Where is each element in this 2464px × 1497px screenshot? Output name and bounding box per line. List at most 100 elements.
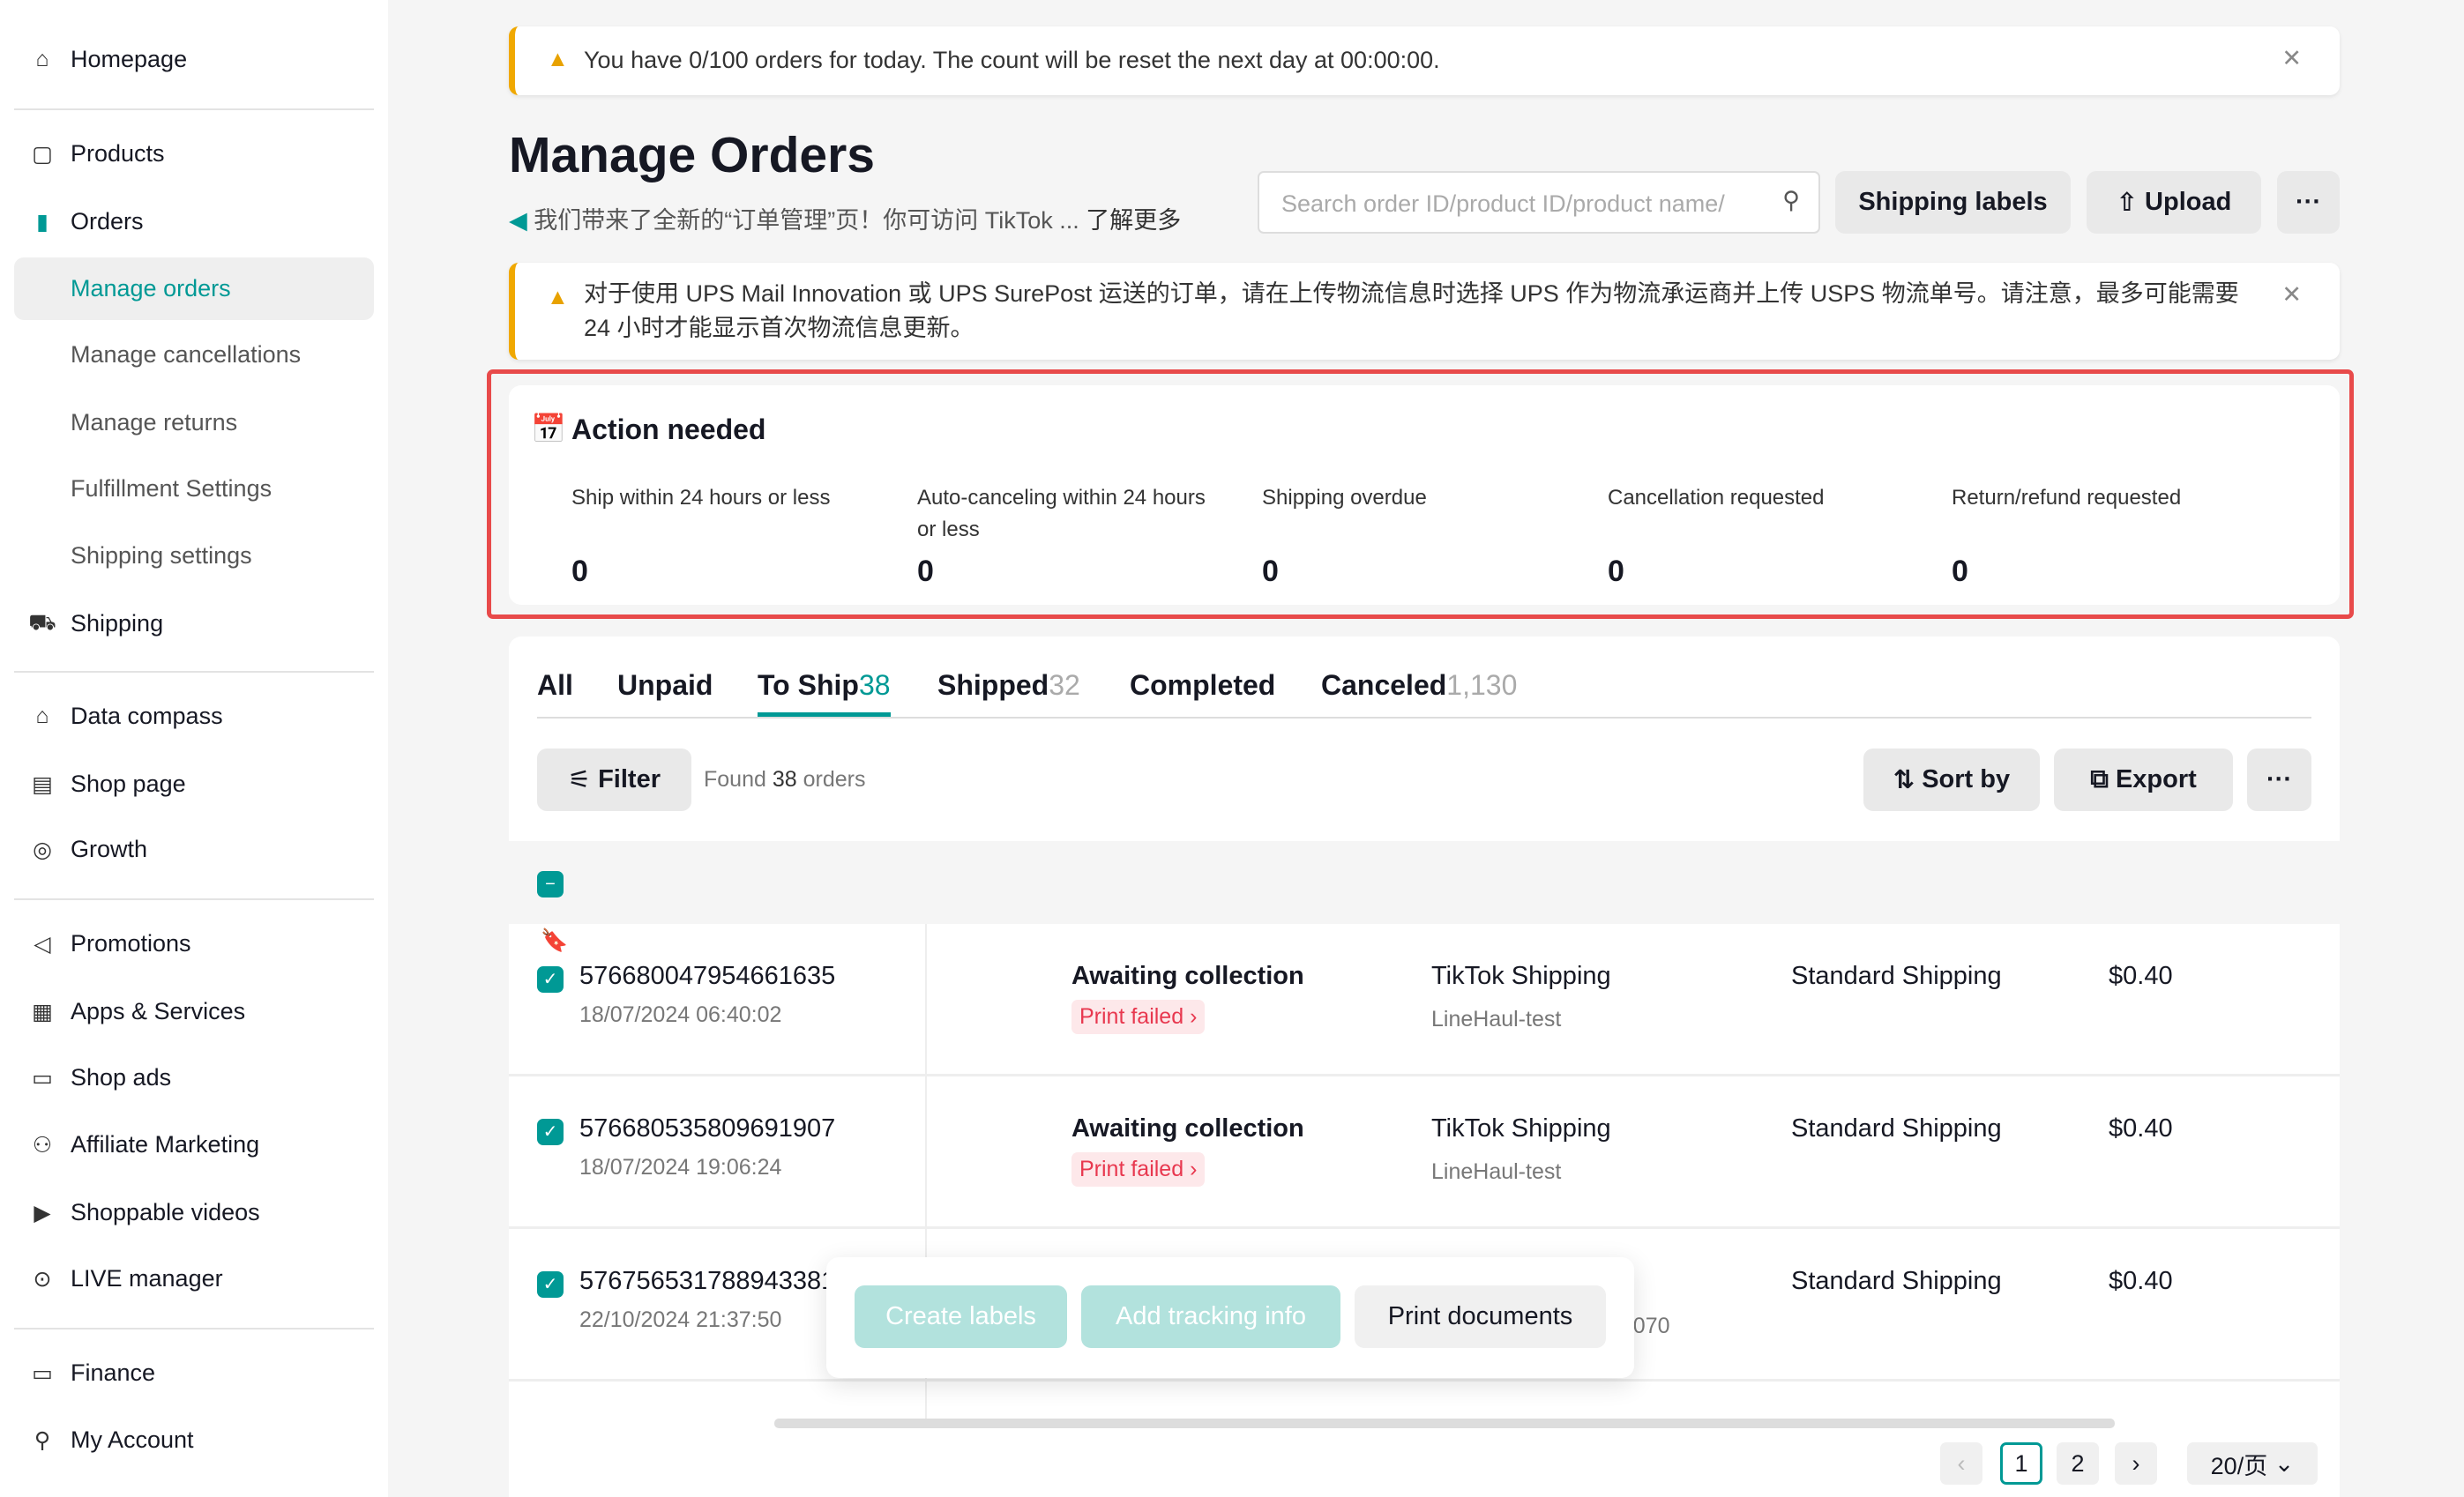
warning-icon: ▲ (547, 285, 569, 309)
table-header: − (509, 841, 2340, 924)
create-labels-button[interactable]: Create labels (855, 1285, 1067, 1348)
sidebar-item-affiliate-marketing[interactable]: ⚇ Affiliate Marketing (14, 1113, 374, 1176)
table-row[interactable]: 🔖 ✓ 576680047954661635 18/07/2024 06:40:… (509, 924, 2340, 1076)
tab-unpaid[interactable]: Unpaid (617, 669, 713, 701)
page-2-button[interactable]: 2 (2057, 1442, 2099, 1485)
warning-icon: ▲ (547, 47, 569, 71)
sidebar-item-my-account[interactable]: ⚲ My Account (14, 1409, 374, 1471)
table-row[interactable]: ✓ 576680535809691907 18/07/2024 19:06:24… (509, 1076, 2340, 1229)
sidebar-item-manage-cancellations[interactable]: Manage cancellations (71, 341, 302, 368)
export-button[interactable]: ⧉ Export (2054, 748, 2233, 811)
action-count[interactable]: 0 (1608, 555, 1624, 588)
column-divider (925, 924, 927, 1419)
sidebar: ⌂ Homepage ▢ Products ▮ Orders Manage order… (0, 0, 388, 1497)
divider (14, 108, 374, 110)
sidebar-item-fulfillment-settings[interactable]: Fulfillment Settings (71, 475, 273, 502)
home-icon: ⌂ (35, 47, 49, 71)
growth-icon: ◎ (33, 837, 52, 862)
close-icon[interactable]: ✕ (2281, 45, 2302, 71)
sidebar-item-manage-returns[interactable]: Manage returns (71, 409, 238, 436)
more-button[interactable]: ··· (2247, 748, 2311, 811)
upload-icon: ⇧ (2116, 189, 2146, 217)
sort-button[interactable]: ⇅ Sort by (1863, 748, 2040, 811)
action-count[interactable]: 0 (1262, 555, 1279, 588)
sidebar-item-data-compass[interactable]: ⌂ Data compass (14, 685, 374, 748)
sidebar-item-homepage[interactable]: ⌂ Homepage (14, 28, 374, 91)
select-all-checkbox[interactable]: − (537, 871, 564, 897)
search-icon: ⚲ (1782, 187, 1800, 213)
sidebar-item-live-manager[interactable]: ⊙ LIVE manager (14, 1248, 374, 1310)
page-title: Manage Orders (509, 127, 875, 183)
video-icon: ▶ (34, 1200, 51, 1225)
action-count[interactable]: 0 (571, 555, 588, 588)
tab-shipped[interactable]: Shipped32 (937, 669, 1080, 701)
megaphone-icon: ◁ (34, 931, 51, 957)
live-icon: ⊙ (33, 1266, 52, 1292)
sort-icon: ⇅ (1893, 766, 1923, 794)
shop-icon: ▤ (32, 771, 53, 797)
apps-icon: ▦ (32, 999, 53, 1024)
row-checkbox[interactable]: ✓ (537, 966, 564, 993)
sidebar-item-shipping[interactable]: ⛟ Shipping (28, 610, 164, 637)
print-documents-button[interactable]: Print documents (1355, 1285, 1606, 1348)
row-checkbox[interactable]: ✓ (537, 1119, 564, 1145)
export-icon: ⧉ (2090, 765, 2116, 793)
divider (537, 717, 2311, 719)
action-needed-card: 📅 Action needed Ship within 24 hours or … (509, 385, 2340, 605)
more-button[interactable]: ··· (2277, 171, 2340, 234)
print-failed-badge[interactable]: Print failed › (1071, 1000, 1206, 1034)
horizontal-scrollbar[interactable] (774, 1419, 2115, 1428)
sidebar-item-apps-services[interactable]: ▦ Apps & Services (14, 980, 374, 1043)
bulk-action-bar: Create labels Add tracking info Print do… (826, 1257, 1634, 1378)
divider (14, 1328, 374, 1329)
sidebar-item-shoppable-videos[interactable]: ▶ Shoppable videos (14, 1181, 374, 1244)
tab-all[interactable]: All (537, 669, 573, 701)
truck-icon: ⛟ (28, 610, 56, 635)
found-count: Found 38 orders (704, 767, 866, 792)
wallet-icon: ▭ (32, 1360, 53, 1386)
next-page-button[interactable]: › (2115, 1442, 2157, 1485)
divider (14, 898, 374, 900)
search-input[interactable]: Search order ID/product ID/product name/… (1258, 171, 1820, 234)
row-checkbox[interactable]: ✓ (537, 1271, 564, 1298)
tab-canceled[interactable]: Canceled1,130 (1321, 669, 1518, 701)
sidebar-item-shipping-settings[interactable]: Shipping settings (71, 542, 252, 569)
sidebar-item-manage-orders[interactable]: Manage orders (14, 257, 374, 320)
add-tracking-info-button[interactable]: Add tracking info (1081, 1285, 1340, 1348)
action-count[interactable]: 0 (1952, 555, 1968, 588)
divider (14, 671, 374, 673)
filter-icon: ⚟ (568, 766, 599, 794)
sidebar-item-shop-ads[interactable]: ▭ Shop ads (14, 1046, 374, 1109)
ads-icon: ▭ (32, 1065, 53, 1091)
ups-notice-banner: ▲ 对于使用 UPS Mail Innovation 或 UPS SurePos… (509, 263, 2340, 360)
sidebar-item-finance[interactable]: ▭ Finance (14, 1342, 374, 1404)
order-limit-banner: ▲ You have 0/100 orders for today. The c… (509, 26, 2340, 95)
page-size-select[interactable]: 20/页 ⌄ (2187, 1442, 2318, 1485)
clipboard-icon: ▮ (36, 209, 49, 235)
flag-icon: 🔖 (541, 928, 569, 953)
megaphone-icon: ◀ (509, 207, 527, 234)
tab-to-ship[interactable]: To Ship38 (758, 669, 891, 717)
print-failed-badge[interactable]: Print failed › (1071, 1152, 1206, 1187)
calendar-icon: 📅 (531, 413, 566, 444)
affiliate-icon: ⚇ (32, 1132, 53, 1158)
user-icon: ⚲ (34, 1427, 51, 1453)
action-count[interactable]: 0 (917, 555, 934, 588)
sidebar-item-orders[interactable]: ▮ Orders (14, 190, 374, 253)
sidebar-item-promotions[interactable]: ◁ Promotions (14, 912, 374, 975)
upload-button[interactable]: ⇧ Upload (2087, 171, 2261, 234)
sidebar-item-shop-page[interactable]: ▤ Shop page (14, 753, 374, 816)
tab-completed[interactable]: Completed (1130, 669, 1276, 701)
sidebar-item-products[interactable]: ▢ Products (14, 123, 374, 185)
action-needed-highlight (487, 369, 2354, 619)
prev-page-button[interactable]: ‹ (1940, 1442, 1982, 1485)
filter-button[interactable]: ⚟ Filter (537, 748, 691, 811)
shipping-labels-button[interactable]: Shipping labels (1835, 171, 2071, 234)
learn-more-link[interactable]: 了解更多 (1086, 207, 1182, 234)
compass-icon: ⌂ (35, 704, 49, 728)
box-icon: ▢ (32, 141, 53, 167)
close-icon[interactable]: ✕ (2281, 281, 2302, 308)
page-1-button[interactable]: 1 (2000, 1442, 2042, 1485)
page-subtitle: ◀ 我们带来了全新的“订单管理”页！你可访问 TikTok ... 了解更多 (509, 207, 1182, 234)
sidebar-item-growth[interactable]: ◎ Growth (14, 818, 374, 881)
